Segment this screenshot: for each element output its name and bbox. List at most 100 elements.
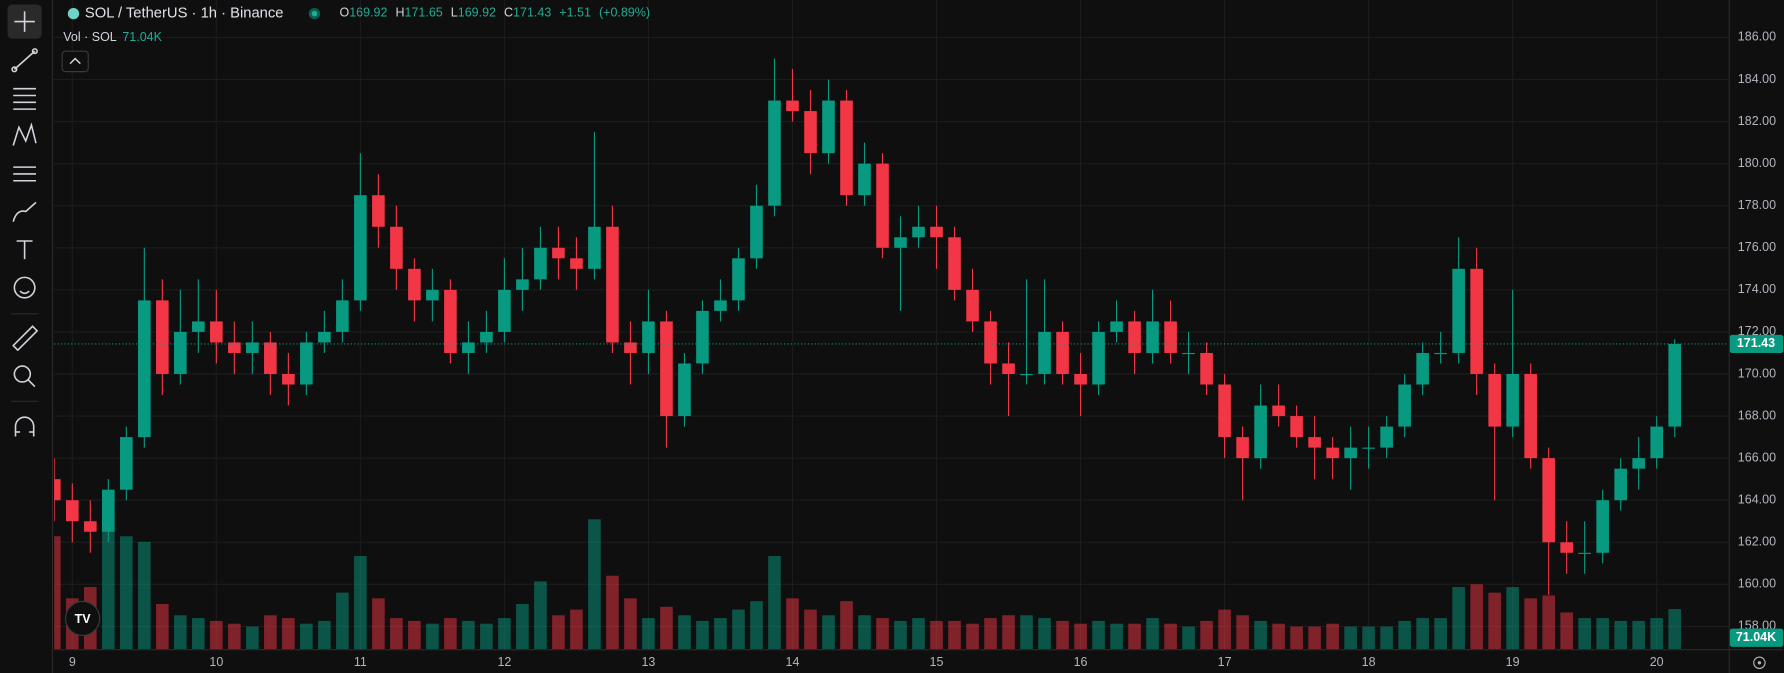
candle-body <box>66 500 79 522</box>
candle-body <box>624 342 637 353</box>
candle-body <box>1452 268 1465 353</box>
tool-pattern[interactable] <box>12 122 37 146</box>
tool-fib[interactable] <box>13 87 36 110</box>
candle-body <box>1578 552 1591 554</box>
candle-body <box>948 237 961 290</box>
candle-body <box>1218 384 1231 438</box>
x-tick-label: 11 <box>354 655 367 669</box>
volume-pane <box>54 513 1681 650</box>
volume-bar <box>588 519 601 650</box>
y-tick-label: 166.00 <box>1738 450 1776 464</box>
volume-bar <box>1182 626 1195 650</box>
candle-body <box>1326 447 1339 459</box>
volume-bar <box>1164 623 1177 650</box>
symbol-icon <box>67 7 80 20</box>
y-tick-label: 172.00 <box>1738 324 1776 338</box>
volume-bar <box>1308 626 1321 650</box>
volume-bar <box>786 598 799 650</box>
candle-body <box>1470 268 1483 374</box>
ohlc-value: 171.43 <box>513 6 551 20</box>
volume-bar <box>372 598 385 650</box>
tool-trendline[interactable] <box>11 48 38 73</box>
candle-body <box>354 195 367 301</box>
last-price-label: 171.43 <box>1737 336 1775 350</box>
candle-body <box>660 321 673 417</box>
volume-bar <box>552 615 565 650</box>
tool-magnet[interactable] <box>14 416 35 437</box>
volume-bar <box>1146 618 1159 650</box>
volume-bar <box>534 581 547 650</box>
candle-body <box>336 300 349 332</box>
candle-body <box>84 521 97 532</box>
candle-body <box>1236 437 1249 459</box>
change: +1.51 <box>559 6 591 20</box>
volume-bar <box>480 623 493 650</box>
tool-brush[interactable] <box>12 201 37 222</box>
candle-body <box>1596 500 1609 553</box>
volume-bar <box>804 609 817 650</box>
candle-body <box>1182 352 1195 355</box>
candle-body <box>192 321 205 332</box>
toolbar-bg <box>0 0 52 673</box>
x-tick-label: 19 <box>1506 655 1520 669</box>
volume-bar <box>768 555 781 650</box>
volume-bar <box>1038 618 1051 650</box>
ohlc-values: O169.92 H171.65 L169.92 C171.43 +1.51 (+… <box>340 6 651 20</box>
legend-header: SOL / TetherUS · 1h · Binance O169.92 H1… <box>61 6 651 73</box>
volume-bar <box>210 620 223 650</box>
candle-body <box>1038 331 1051 374</box>
grid <box>54 0 1729 650</box>
candle-body <box>282 373 295 385</box>
candle-body <box>408 268 421 301</box>
candle-body <box>1488 373 1501 427</box>
candle-body <box>1164 321 1177 353</box>
axes: 158.00160.00162.00164.00166.00168.00170.… <box>54 0 1784 673</box>
tool-emoji[interactable] <box>13 276 36 299</box>
volume-bar <box>1614 620 1627 650</box>
change-pct: (+0.89%) <box>599 6 650 20</box>
candle-body <box>1362 447 1375 449</box>
volume-bar <box>678 615 691 650</box>
ohlc-letter: O <box>340 6 350 20</box>
volume-bar <box>156 603 169 650</box>
tool-zoom[interactable] <box>13 365 36 388</box>
tool-text[interactable] <box>16 240 33 260</box>
settings-ring <box>1753 656 1766 670</box>
volume-bar <box>1650 618 1663 650</box>
volume-bar <box>1488 592 1501 650</box>
x-tick-label: 18 <box>1362 655 1376 669</box>
volume-bar <box>1668 609 1681 650</box>
tool-crosshair[interactable] <box>14 11 35 32</box>
symbol-title: SOL / TetherUS · 1h · Binance <box>85 6 284 22</box>
tool-forecast[interactable] <box>13 166 36 182</box>
settings-icon[interactable] <box>1753 656 1766 670</box>
volume-bar <box>120 536 133 650</box>
candle-body <box>930 226 943 238</box>
volume-bar <box>1290 626 1303 650</box>
tv-logo: TV <box>64 600 101 637</box>
candle-body <box>516 279 529 290</box>
collapse-button[interactable] <box>61 50 89 73</box>
candle-body <box>1002 363 1015 374</box>
volume-bar <box>228 623 241 650</box>
volume-bar <box>1110 623 1123 650</box>
candle-body <box>426 289 439 301</box>
candle-body <box>1128 321 1141 353</box>
y-tick-label: 186.00 <box>1738 30 1776 44</box>
volume-bar <box>732 609 745 650</box>
collapse-icon <box>69 57 81 65</box>
volume-bar <box>1380 626 1393 650</box>
candle-body <box>498 289 511 332</box>
candle-body <box>1308 437 1321 448</box>
candle-body <box>1416 352 1429 385</box>
volume-value: 71.04K <box>122 30 162 44</box>
volume-bar <box>1560 612 1573 650</box>
volume-bar <box>498 618 511 650</box>
volume-bar <box>408 620 421 650</box>
candle-body <box>246 342 259 353</box>
candle-body <box>210 321 223 343</box>
x-tick-label: 13 <box>641 655 655 669</box>
tool-ruler[interactable] <box>12 325 39 352</box>
volume-bar <box>516 603 529 650</box>
ohlc-letter: L <box>451 6 458 20</box>
